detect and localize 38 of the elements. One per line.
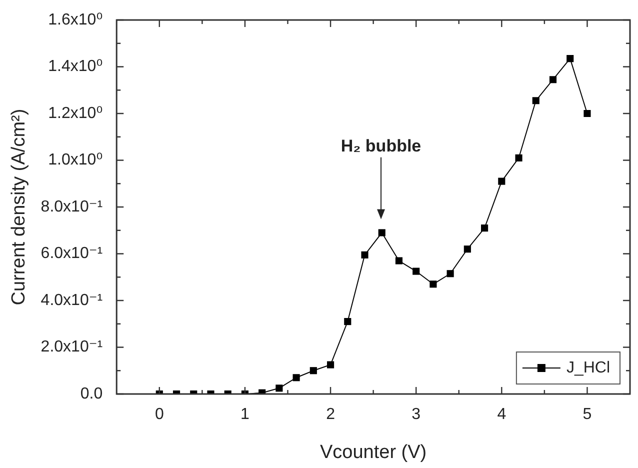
point	[584, 110, 591, 118]
x-axis-title: Vcounter (V)	[320, 442, 427, 463]
point	[464, 246, 471, 253]
point	[430, 280, 437, 288]
y-tick-label: 0.0	[80, 385, 103, 402]
point	[412, 268, 420, 275]
point	[481, 224, 488, 232]
point	[310, 367, 317, 374]
point	[276, 384, 283, 392]
x-tick-label: 0	[154, 406, 164, 424]
x-tick-label: 5	[582, 406, 592, 424]
y-tick-label: 1.4x10⁰	[48, 58, 103, 76]
point	[344, 318, 352, 326]
point	[549, 76, 557, 84]
y-tick-label: 1.2x10⁰	[48, 104, 103, 122]
x-tick-label: 3	[412, 406, 421, 424]
y-tick-label: 2.0x10⁻¹	[40, 338, 103, 356]
point	[498, 178, 506, 185]
point	[566, 55, 574, 62]
y-tick-label: 8.0x10⁻¹	[40, 198, 103, 216]
point	[446, 270, 454, 278]
y-tick-label: 1.6x10⁰	[48, 11, 103, 28]
y-tick-label: 6.0x10⁻¹	[40, 245, 103, 262]
x-tick-label: 4	[497, 406, 506, 424]
y-tick-label: 4.0x10⁻¹	[40, 292, 103, 309]
point	[378, 229, 386, 236]
point	[515, 154, 522, 162]
point	[292, 374, 300, 382]
y-axis-title: Current density (A/cm²)	[8, 108, 30, 306]
point	[532, 97, 540, 104]
point	[361, 251, 368, 258]
x-tick-label: 2	[326, 406, 336, 424]
point	[326, 361, 334, 368]
x-tick-label: 1	[240, 406, 250, 424]
annotation: H₂ bubble	[340, 136, 422, 156]
legend-label: J_HCl	[566, 359, 610, 376]
y-tick-label: 1.0x10⁰	[48, 152, 103, 169]
point	[395, 257, 403, 264]
